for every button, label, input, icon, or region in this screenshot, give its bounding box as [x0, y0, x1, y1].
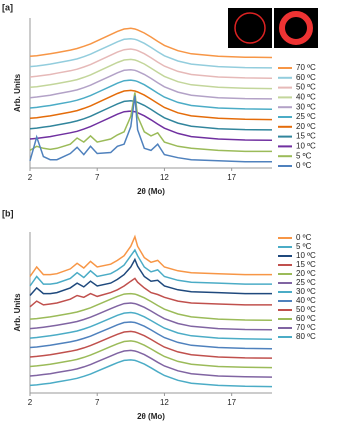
x-tick-label: 2 [28, 398, 33, 407]
legend-label: 20 ºC [296, 122, 316, 131]
series-line [29, 37, 273, 69]
series-line [29, 248, 272, 287]
series-line [29, 95, 272, 163]
legend-label: 5 ºC [296, 151, 312, 160]
legend-label: 20 ºC [296, 269, 316, 278]
series-line [29, 311, 273, 340]
legend-label: 40 ºC [296, 93, 316, 102]
x-tick-label: 17 [227, 173, 236, 182]
legend-label: 50 ºC [296, 83, 316, 92]
legend-label: 25 ºC [296, 112, 316, 121]
series-line [29, 100, 273, 131]
x-axis-label: 2θ (Mo) [137, 412, 165, 421]
legend-label: 60 ºC [296, 73, 316, 82]
legend-label: 15 ºC [296, 260, 316, 269]
legend-label: 30 ºC [296, 287, 316, 296]
series-line [29, 340, 273, 369]
series-line [29, 359, 273, 388]
y-axis-label: Arb. Units [13, 73, 22, 112]
panel-label: [b] [2, 208, 14, 218]
y-axis-label: Arb. Units [13, 293, 22, 332]
x-tick-label: 12 [160, 398, 169, 407]
x-tick-label: 7 [95, 398, 100, 407]
series-line [29, 48, 273, 79]
legend-label: 5 ºC [296, 242, 312, 251]
series-line [29, 89, 273, 121]
legend-label: 60 ºC [296, 314, 316, 323]
inset-image [228, 8, 318, 48]
series-line [29, 330, 273, 359]
legend-label: 10 ºC [296, 142, 316, 151]
x-tick-label: 12 [160, 173, 169, 182]
legend-label: 50 ºC [296, 305, 316, 314]
legend-label: 10 ºC [296, 251, 316, 260]
legend-label: 25 ºC [296, 278, 316, 287]
series-line [29, 68, 273, 100]
series-line [29, 58, 273, 90]
series-line [29, 302, 273, 331]
legend-label: 40 ºC [296, 296, 316, 305]
series-line [29, 79, 273, 110]
legend-label: 15 ºC [296, 132, 316, 141]
ring [279, 11, 313, 45]
series-line [29, 234, 272, 277]
legend-label: 70 ºC [296, 323, 316, 332]
x-tick-label: 7 [95, 173, 100, 182]
series-line [29, 292, 273, 322]
series-line [29, 110, 273, 142]
legend-label: 30 ºC [296, 102, 316, 111]
legend-label: 0 ºC [296, 233, 312, 242]
legend-label: 70 ºC [296, 63, 316, 72]
legend-label: 0 ºC [296, 161, 312, 170]
ring [234, 12, 266, 44]
legend-label: 80 ºC [296, 332, 316, 341]
x-tick-label: 2 [28, 173, 33, 182]
panel-label: [a] [2, 2, 13, 12]
series-line [29, 92, 272, 153]
series-line [29, 349, 273, 378]
series-line [29, 277, 272, 308]
series-line [29, 257, 272, 296]
series-line [29, 27, 273, 59]
x-axis-label: 2θ (Mo) [137, 187, 165, 196]
series-line [29, 321, 273, 350]
x-tick-label: 17 [227, 398, 236, 407]
